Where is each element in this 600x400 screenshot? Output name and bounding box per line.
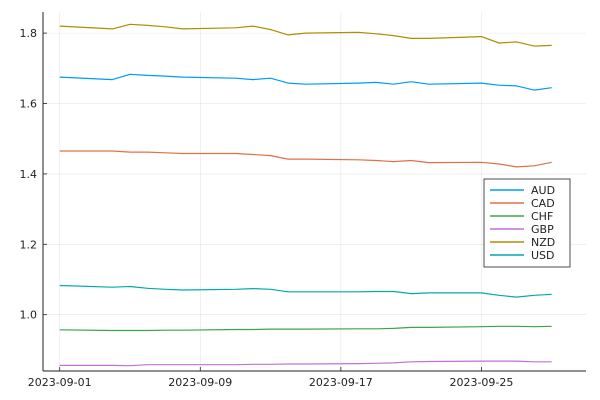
x-tick-label: 2023-09-09 [168,376,232,389]
legend-label: CAD [531,197,555,210]
legend-label: GBP [531,223,554,236]
series-line-aud [59,73,552,91]
tick-labels: 2023-09-01 2023-09-09 2023-09-17 2023-09-25… [20,27,514,389]
legend-label: AUD [531,184,555,197]
y-tick-label: 1.2 [20,238,38,251]
series-line-gbp [59,360,552,367]
legend-label: USD [531,249,555,262]
y-tick-label: 1.4 [20,168,38,181]
series-line-chf [59,325,552,332]
y-tick-label: 1.0 [20,309,38,322]
y-tick-label: 1.6 [20,98,38,111]
series-line-usd [59,284,552,298]
series-line-nzd [59,23,552,47]
series-lines [59,23,552,367]
legend-label: CHF [531,210,553,223]
x-tick-label: 2023-09-17 [309,376,373,389]
axes [42,12,586,372]
x-tick-label: 2023-09-01 [28,376,92,389]
legend-label: NZD [531,236,555,249]
series-line-cad [59,150,552,168]
y-tick-label: 1.8 [20,27,38,40]
x-tick-label: 2023-09-25 [449,376,513,389]
legend-box [483,178,571,268]
